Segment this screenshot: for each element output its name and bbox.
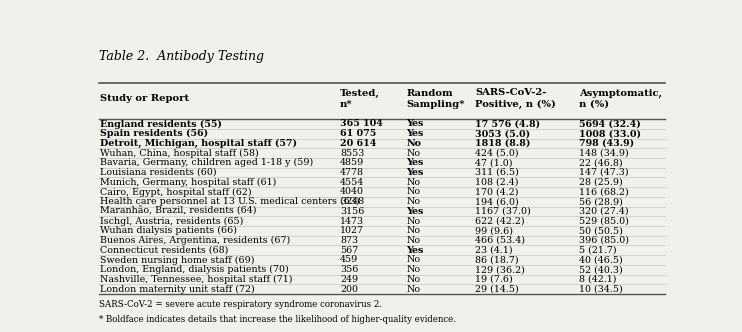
- Text: Ischgl, Austria, residents (65): Ischgl, Austria, residents (65): [100, 216, 243, 226]
- Text: 86 (18.7): 86 (18.7): [475, 255, 519, 265]
- Text: 50 (50.5): 50 (50.5): [579, 226, 623, 235]
- Text: Health care personnel at 13 U.S. medical centers (63): Health care personnel at 13 U.S. medical…: [100, 197, 360, 206]
- Text: Yes: Yes: [406, 168, 424, 177]
- Text: 622 (42.2): 622 (42.2): [475, 216, 525, 225]
- Text: 22 (46.8): 22 (46.8): [579, 158, 623, 167]
- Text: Yes: Yes: [406, 158, 424, 167]
- Text: 29 (14.5): 29 (14.5): [475, 285, 519, 293]
- Text: Tested,
n*: Tested, n*: [340, 89, 380, 109]
- Text: Maranhão, Brazil, residents (64): Maranhão, Brazil, residents (64): [100, 207, 257, 216]
- Text: No: No: [406, 149, 420, 158]
- Text: 3156: 3156: [340, 207, 364, 216]
- Text: 1473: 1473: [340, 216, 364, 225]
- Text: Wuhan dialysis patients (66): Wuhan dialysis patients (66): [100, 226, 237, 235]
- Text: 8 (42.1): 8 (42.1): [579, 275, 616, 284]
- Text: 28 (25.9): 28 (25.9): [579, 178, 623, 187]
- Text: Table 2.  Antibody Testing: Table 2. Antibody Testing: [99, 50, 263, 63]
- Text: 459: 459: [340, 255, 358, 265]
- Text: 1027: 1027: [340, 226, 364, 235]
- Text: 3053 (5.0): 3053 (5.0): [475, 129, 531, 138]
- Text: SARS-CoV-2 = severe acute respiratory syndrome coronavirus 2.: SARS-CoV-2 = severe acute respiratory sy…: [99, 300, 381, 309]
- Text: Yes: Yes: [406, 120, 424, 128]
- Text: * Boldface indicates details that increase the likelihood of higher-quality evid: * Boldface indicates details that increa…: [99, 315, 456, 324]
- Text: 567: 567: [340, 246, 358, 255]
- Text: 1818 (8.8): 1818 (8.8): [475, 139, 531, 148]
- Text: 40 (46.5): 40 (46.5): [579, 255, 623, 265]
- Text: 311 (6.5): 311 (6.5): [475, 168, 519, 177]
- Text: 148 (34.9): 148 (34.9): [579, 149, 628, 158]
- Text: No: No: [406, 275, 420, 284]
- Text: Bavaria, Germany, children aged 1-18 y (59): Bavaria, Germany, children aged 1-18 y (…: [100, 158, 313, 167]
- Text: 47 (1.0): 47 (1.0): [475, 158, 513, 167]
- Text: 17 576 (4.8): 17 576 (4.8): [475, 120, 540, 128]
- Text: England residents (55): England residents (55): [100, 120, 222, 128]
- Text: 873: 873: [340, 236, 358, 245]
- Text: 4778: 4778: [340, 168, 364, 177]
- Text: Yes: Yes: [406, 246, 424, 255]
- Text: Munich, Germany, hospital staff (61): Munich, Germany, hospital staff (61): [100, 178, 277, 187]
- Text: 10 (34.5): 10 (34.5): [579, 285, 623, 293]
- Text: 19 (7.6): 19 (7.6): [475, 275, 513, 284]
- Text: No: No: [406, 285, 420, 293]
- Text: Sweden nursing home staff (69): Sweden nursing home staff (69): [100, 255, 255, 265]
- Text: 3248: 3248: [340, 197, 364, 206]
- Text: 320 (27.4): 320 (27.4): [579, 207, 628, 216]
- Text: Asymptomatic,
n (%): Asymptomatic, n (%): [579, 89, 662, 109]
- Text: No: No: [406, 226, 420, 235]
- Text: Yes: Yes: [406, 129, 424, 138]
- Text: 396 (85.0): 396 (85.0): [579, 236, 628, 245]
- Text: 99 (9.6): 99 (9.6): [475, 226, 513, 235]
- Text: 798 (43.9): 798 (43.9): [579, 139, 634, 148]
- Text: Louisiana residents (60): Louisiana residents (60): [100, 168, 217, 177]
- Text: Nashville, Tennessee, hospital staff (71): Nashville, Tennessee, hospital staff (71…: [100, 275, 293, 284]
- Text: No: No: [406, 178, 420, 187]
- Text: Detroit, Michigan, hospital staff (57): Detroit, Michigan, hospital staff (57): [100, 139, 298, 148]
- Text: London, England, dialysis patients (70): London, England, dialysis patients (70): [100, 265, 289, 274]
- Text: 529 (85.0): 529 (85.0): [579, 216, 628, 225]
- Text: 4040: 4040: [340, 188, 364, 197]
- Text: 52 (40.3): 52 (40.3): [579, 265, 623, 274]
- Text: 5694 (32.4): 5694 (32.4): [579, 120, 640, 128]
- Text: 4554: 4554: [340, 178, 364, 187]
- Text: 424 (5.0): 424 (5.0): [475, 149, 519, 158]
- Text: No: No: [406, 265, 420, 274]
- Text: No: No: [406, 216, 420, 225]
- Text: 1167 (37.0): 1167 (37.0): [475, 207, 531, 216]
- Text: No: No: [406, 197, 420, 206]
- Text: London maternity unit staff (72): London maternity unit staff (72): [100, 285, 255, 293]
- Text: No: No: [406, 255, 420, 265]
- Text: 129 (36.2): 129 (36.2): [475, 265, 525, 274]
- Text: No: No: [406, 188, 420, 197]
- Text: 249: 249: [340, 275, 358, 284]
- Text: SARS-CoV-2-
Positive, n (%): SARS-CoV-2- Positive, n (%): [475, 89, 556, 109]
- Text: No: No: [406, 236, 420, 245]
- Text: 108 (2.4): 108 (2.4): [475, 178, 519, 187]
- Text: 356: 356: [340, 265, 358, 274]
- Text: Wuhan, China, hospital staff (58): Wuhan, China, hospital staff (58): [100, 148, 259, 158]
- Text: 365 104: 365 104: [340, 120, 383, 128]
- Text: 61 075: 61 075: [340, 129, 376, 138]
- Text: 5 (21.7): 5 (21.7): [579, 246, 617, 255]
- Text: Buenos Aires, Argentina, residents (67): Buenos Aires, Argentina, residents (67): [100, 236, 290, 245]
- Text: 170 (4.2): 170 (4.2): [475, 188, 519, 197]
- Text: Study or Report: Study or Report: [100, 94, 189, 103]
- Text: Connecticut residents (68): Connecticut residents (68): [100, 246, 229, 255]
- Text: 8553: 8553: [340, 149, 364, 158]
- Text: 56 (28.9): 56 (28.9): [579, 197, 623, 206]
- Text: 200: 200: [340, 285, 358, 293]
- Text: 147 (47.3): 147 (47.3): [579, 168, 628, 177]
- Text: 116 (68.2): 116 (68.2): [579, 188, 628, 197]
- Text: 23 (4.1): 23 (4.1): [475, 246, 513, 255]
- Text: 4859: 4859: [340, 158, 364, 167]
- Text: No: No: [406, 139, 421, 148]
- Text: 1008 (33.0): 1008 (33.0): [579, 129, 640, 138]
- Text: 194 (6.0): 194 (6.0): [475, 197, 519, 206]
- Text: Spain residents (56): Spain residents (56): [100, 129, 209, 138]
- Text: 466 (53.4): 466 (53.4): [475, 236, 525, 245]
- Text: Random
Sampling*: Random Sampling*: [406, 89, 464, 109]
- Text: Cairo, Egypt, hospital staff (62): Cairo, Egypt, hospital staff (62): [100, 187, 252, 197]
- Text: Yes: Yes: [406, 207, 424, 216]
- Text: 20 614: 20 614: [340, 139, 376, 148]
